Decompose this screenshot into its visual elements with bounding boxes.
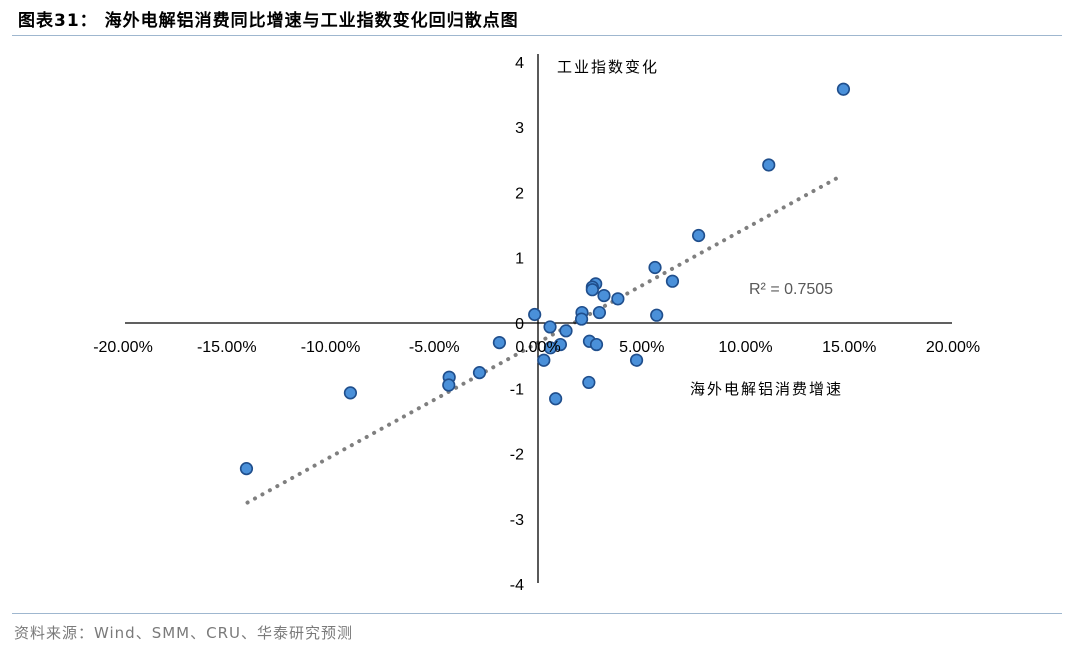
y-tick-label: 3 [515,120,524,137]
scatter-point [549,392,563,406]
y-tick-label: -3 [510,512,524,529]
scatter-point [574,312,589,326]
x-tick-label: -20.00% [93,339,153,356]
tick-labels: -20.00% -15.00% -10.00% -5.00% 0.00% 5.00% 10.… [93,55,980,594]
y-tick-label: -2 [510,447,524,464]
x-tick-label: 10.00% [718,339,772,356]
bottom-rule [12,613,1062,614]
scatter-point [762,158,776,172]
y-tick-label: 4 [515,55,524,72]
scatter-point [650,308,664,322]
scatter-point [492,335,507,350]
x-tick-label: 15.00% [822,339,876,356]
scatter-point [537,353,551,367]
y-tick-label: -1 [510,381,524,398]
x-tick-label: 5.00% [619,339,664,356]
x-tick-label: -5.00% [409,339,460,356]
r-squared-annotation: R² = 0.7505 [749,281,833,298]
y-tick-label: 2 [515,185,524,202]
x-tick-label: 20.00% [926,339,980,356]
scatter-point [597,288,611,303]
scatter-point [239,462,254,476]
scatter-point [442,378,456,392]
scatter-point [559,324,573,338]
scatter-point [692,228,706,243]
scatter-point [836,82,851,96]
source-note: 资料来源：Wind、SMM、CRU、华泰研究预测 [14,624,353,642]
scatter-point [629,353,644,367]
scatter-point [611,292,625,306]
top-rule [12,35,1062,36]
scatter-point [665,274,680,288]
y-tick-label: -4 [510,577,524,594]
scatter-point [528,307,542,322]
scatter-point [543,341,558,355]
x-axis-label: 海外电解铝消费增速 [690,380,843,398]
scatter-point [585,283,599,297]
data-points [239,82,851,476]
scatter-point [648,260,662,275]
y-tick-label: 1 [515,251,524,268]
y-axis-label: 工业指数变化 [557,58,659,76]
trendline [245,172,846,505]
x-tick-label: 0.00% [515,339,560,356]
scatter-point [592,305,607,320]
x-tick-label: -15.00% [197,339,257,356]
x-tick-label: -10.00% [301,339,361,356]
scatter-point [582,375,596,390]
scatter-point [543,320,557,334]
y-tick-label: 0 [515,316,524,333]
figure-title: 图表31： 海外电解铝消费同比增速与工业指数变化回归散点图 [18,11,519,31]
scatter-point [472,366,487,380]
scatter-point [343,386,358,400]
scatter-point [589,337,604,352]
trendline-layer [245,172,846,505]
